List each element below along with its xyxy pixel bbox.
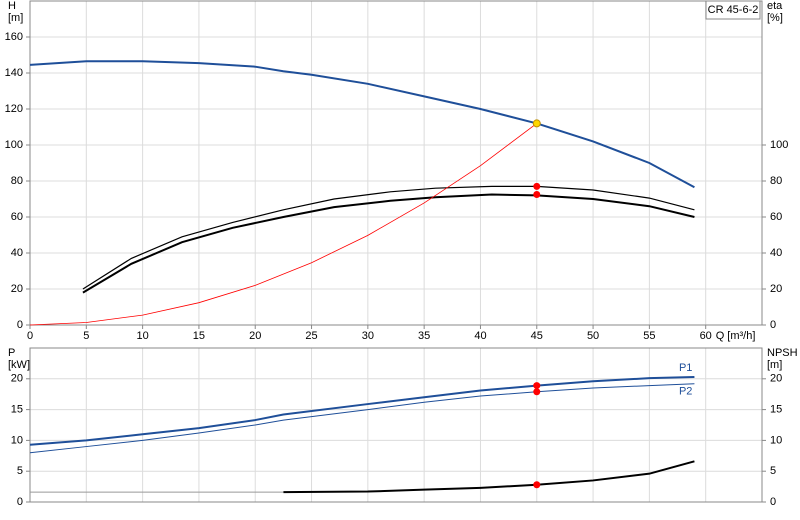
y-tick-label: 160 <box>5 31 23 43</box>
y-tick-label: 60 <box>11 211 23 223</box>
y-tick-label: 120 <box>5 103 23 115</box>
y-axis-label: H <box>8 0 16 12</box>
y2-tick-label: 0 <box>770 319 776 331</box>
x-tick-label: 35 <box>418 330 430 342</box>
y2-tick-label: 0 <box>770 496 776 508</box>
duty-point <box>533 182 541 190</box>
legend: CR 45-6-2 <box>705 0 761 20</box>
curve <box>29 375 695 446</box>
x-tick-label: 50 <box>587 330 599 342</box>
y-tick-label: 15 <box>11 404 23 416</box>
y-tick-label: 80 <box>11 175 23 187</box>
y-tick-label: 140 <box>5 67 23 79</box>
y2-axis-label: [%] <box>767 12 783 24</box>
plot-frame <box>29 347 763 503</box>
curve <box>29 383 695 454</box>
y-axis-label: P <box>8 347 15 359</box>
y2-tick-label: 40 <box>770 247 782 259</box>
x-tick-label: 60 <box>700 330 712 342</box>
y-tick-label: 40 <box>11 247 23 259</box>
x-tick-label: 15 <box>193 330 205 342</box>
curve <box>283 460 695 494</box>
y2-axis-label: eta <box>767 0 783 12</box>
duty-point <box>532 119 541 128</box>
legend-text: CR 45-6-2 <box>708 4 759 16</box>
x-axis-label: Q [m³/h] <box>716 330 756 342</box>
y2-tick-label: 5 <box>770 465 776 477</box>
y-tick-label: 20 <box>11 373 23 385</box>
y-tick-label: 5 <box>17 465 23 477</box>
curve <box>82 193 695 294</box>
y-tick-label: 0 <box>17 496 23 508</box>
curve <box>82 185 695 290</box>
x-tick-label: 45 <box>531 330 543 342</box>
y2-tick-label: 20 <box>770 283 782 295</box>
y2-tick-label: 100 <box>770 139 788 151</box>
y-axis-label: [m] <box>8 12 23 24</box>
duty-point <box>533 481 541 489</box>
duty-point <box>533 388 541 396</box>
y-axis-label: [kW] <box>8 359 30 371</box>
curve <box>29 123 538 326</box>
series-label: P2 <box>679 386 692 398</box>
series-label: P1 <box>679 362 692 374</box>
y-tick-label: 100 <box>5 139 23 151</box>
x-tick-label: 10 <box>136 330 148 342</box>
y2-tick-label: 60 <box>770 211 782 223</box>
x-tick-label: 20 <box>249 330 261 342</box>
x-tick-label: 0 <box>27 330 33 342</box>
y2-axis-label: [m] <box>767 359 782 371</box>
x-tick-label: 5 <box>83 330 89 342</box>
curve <box>29 60 695 189</box>
x-tick-label: 55 <box>643 330 655 342</box>
duty-point <box>533 191 541 198</box>
y-tick-label: 0 <box>17 319 23 331</box>
y2-tick-label: 80 <box>770 175 782 187</box>
x-tick-label: 30 <box>362 330 374 342</box>
y2-axis-label: NPSH <box>767 347 798 359</box>
y-tick-label: 20 <box>11 283 23 295</box>
y-tick-label: 10 <box>11 434 23 446</box>
legend-box <box>705 0 761 20</box>
y2-tick-label: 15 <box>770 404 782 416</box>
plot-frame <box>29 0 763 326</box>
y2-tick-label: 20 <box>770 373 782 385</box>
x-tick-label: 40 <box>474 330 486 342</box>
y2-tick-label: 10 <box>770 434 782 446</box>
duty-point <box>533 382 541 390</box>
x-tick-label: 25 <box>305 330 317 342</box>
